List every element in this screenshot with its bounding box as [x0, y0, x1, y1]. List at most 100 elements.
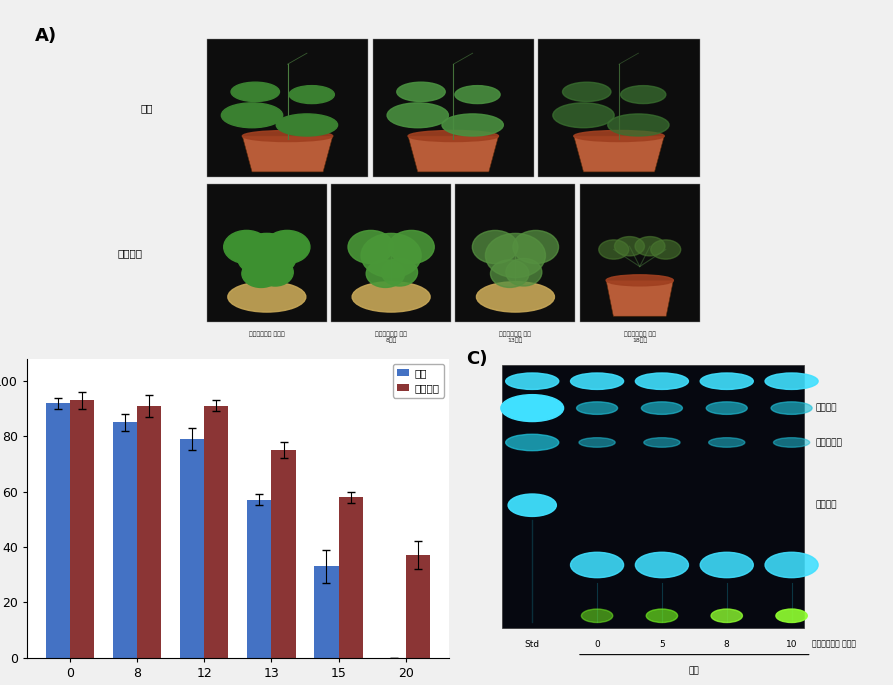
Ellipse shape	[651, 240, 680, 259]
Ellipse shape	[636, 552, 689, 577]
Polygon shape	[574, 136, 664, 172]
Text: 건조스트레스 지리
8일후: 건조스트레스 지리 8일후	[375, 331, 407, 343]
Ellipse shape	[387, 103, 448, 127]
Text: A): A)	[36, 27, 57, 45]
Ellipse shape	[221, 103, 283, 127]
Ellipse shape	[228, 282, 305, 312]
Text: C): C)	[466, 350, 488, 368]
FancyBboxPatch shape	[580, 184, 700, 322]
Bar	[338, 497, 363, 658]
Ellipse shape	[242, 130, 333, 142]
Ellipse shape	[635, 236, 665, 256]
Polygon shape	[408, 136, 498, 172]
Ellipse shape	[563, 82, 611, 101]
Ellipse shape	[641, 402, 682, 414]
Ellipse shape	[505, 434, 559, 451]
Ellipse shape	[224, 230, 270, 264]
Ellipse shape	[647, 609, 678, 623]
Ellipse shape	[706, 402, 747, 414]
FancyBboxPatch shape	[207, 39, 368, 177]
Ellipse shape	[289, 86, 334, 103]
Text: 참박: 참박	[140, 103, 153, 114]
Text: 공대수박: 공대수박	[117, 248, 142, 258]
Legend: 참박, 공대수박: 참박, 공대수박	[393, 364, 444, 397]
Text: 0: 0	[594, 640, 600, 649]
Ellipse shape	[505, 258, 542, 286]
X-axis label: 건조스트레스 지리후: 건조스트레스 지리후	[200, 684, 276, 685]
Ellipse shape	[553, 103, 614, 127]
Ellipse shape	[700, 552, 754, 577]
Ellipse shape	[508, 494, 556, 516]
Bar	[271, 450, 296, 658]
Text: 건조스트레스 지리후: 건조스트레스 지리후	[812, 640, 855, 649]
Ellipse shape	[505, 373, 559, 390]
FancyBboxPatch shape	[455, 184, 575, 322]
FancyBboxPatch shape	[502, 365, 804, 627]
Ellipse shape	[606, 275, 673, 286]
Ellipse shape	[614, 236, 645, 256]
Ellipse shape	[771, 402, 812, 414]
Bar	[46, 403, 71, 658]
Ellipse shape	[242, 260, 280, 288]
Ellipse shape	[486, 234, 546, 277]
Ellipse shape	[599, 240, 629, 259]
FancyBboxPatch shape	[538, 39, 700, 177]
Ellipse shape	[581, 609, 613, 623]
Ellipse shape	[366, 260, 405, 288]
Bar	[405, 556, 430, 658]
Bar	[138, 406, 162, 658]
Text: 건조스트레스 지리
18일후: 건조스트레스 지리 18일후	[623, 331, 655, 343]
Ellipse shape	[644, 438, 680, 447]
Ellipse shape	[361, 234, 421, 277]
Ellipse shape	[711, 609, 742, 623]
Ellipse shape	[348, 230, 394, 264]
Ellipse shape	[571, 552, 623, 577]
Ellipse shape	[636, 373, 689, 390]
Text: 건조스트레스 지리
13일후: 건조스트레스 지리 13일후	[499, 331, 531, 343]
Polygon shape	[606, 280, 673, 316]
Bar	[180, 439, 204, 658]
Ellipse shape	[579, 438, 615, 447]
Ellipse shape	[513, 230, 558, 264]
Bar	[314, 566, 338, 658]
Ellipse shape	[700, 373, 754, 390]
Ellipse shape	[352, 282, 430, 312]
Ellipse shape	[276, 114, 338, 136]
Ellipse shape	[388, 230, 434, 264]
Ellipse shape	[501, 395, 563, 421]
Bar	[204, 406, 229, 658]
Text: 건조스트레스 지리전: 건조스트레스 지리전	[249, 331, 285, 337]
Bar	[71, 400, 95, 658]
Ellipse shape	[442, 114, 504, 136]
Ellipse shape	[455, 86, 500, 103]
Text: 스퍼미디단: 스퍼미디단	[815, 438, 843, 447]
Ellipse shape	[608, 114, 669, 136]
Ellipse shape	[396, 82, 446, 101]
Bar	[113, 423, 138, 658]
Text: Std: Std	[525, 640, 539, 649]
Ellipse shape	[408, 130, 498, 142]
Ellipse shape	[237, 234, 296, 277]
Ellipse shape	[231, 82, 280, 101]
Text: 참박: 참박	[689, 667, 700, 675]
Text: 10: 10	[786, 640, 797, 649]
FancyBboxPatch shape	[372, 39, 534, 177]
Ellipse shape	[264, 230, 310, 264]
Polygon shape	[242, 136, 333, 172]
Ellipse shape	[381, 258, 418, 286]
Text: 5: 5	[659, 640, 664, 649]
Text: 푸트레신: 푸트레신	[815, 501, 838, 510]
FancyBboxPatch shape	[331, 184, 451, 322]
FancyBboxPatch shape	[207, 184, 327, 322]
Text: 8: 8	[724, 640, 730, 649]
Ellipse shape	[621, 86, 666, 103]
Bar	[247, 500, 271, 658]
Ellipse shape	[477, 282, 555, 312]
Text: 스퍼미단: 스퍼미단	[815, 403, 838, 412]
Ellipse shape	[709, 438, 745, 447]
Ellipse shape	[571, 373, 623, 390]
Ellipse shape	[257, 258, 293, 286]
Ellipse shape	[472, 230, 518, 264]
Ellipse shape	[574, 130, 664, 142]
Ellipse shape	[776, 609, 807, 623]
